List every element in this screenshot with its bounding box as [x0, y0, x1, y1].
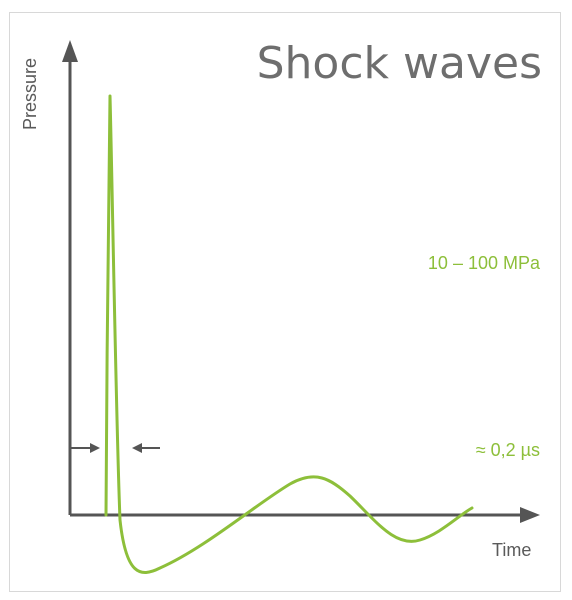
- pulse-width-marker-right-arrow: [132, 443, 142, 453]
- shock-wave-curve: [104, 94, 474, 574]
- y-axis-arrowhead: [62, 40, 78, 62]
- figure-frame: [9, 12, 561, 592]
- pulse-width-marker-left-arrow: [90, 443, 100, 453]
- pressure-range-annotation: 10 – 100 MPa: [427, 253, 540, 273]
- x-axis-label: Time: [492, 540, 532, 560]
- figure-title: Shock waves: [256, 38, 542, 89]
- x-axis-arrowhead: [520, 507, 540, 523]
- pulse-duration-annotation: ≈ 0,2 µs: [475, 440, 540, 460]
